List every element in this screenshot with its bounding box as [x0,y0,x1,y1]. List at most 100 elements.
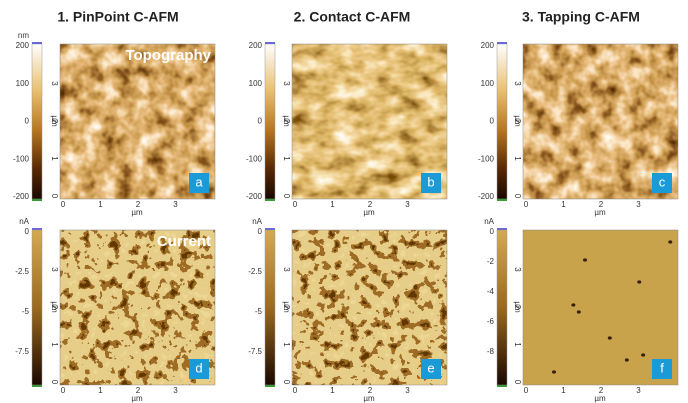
y-tick-label: 0 [282,380,291,385]
y-unit: µm [513,115,522,127]
x-unit: µm [363,208,375,217]
colorbar-tick-label: 0 [258,117,263,126]
colorbar-unit: nA [252,217,262,226]
colorbar-tick-label: -4 [487,287,495,296]
colorbar-tick-label: 100 [481,79,495,88]
overlay-label: Current [157,233,211,250]
figure: 1. PinPoint C-AFM 2. Contact C-AFM 3. Tapp… [0,0,688,403]
x-tick-label: 3 [405,386,410,395]
y-unit: µm [50,301,59,313]
colorbar-cap [265,199,275,201]
colorbar-cap [32,385,42,387]
colorbar-cap [32,199,42,201]
panel-label: b [427,174,434,189]
column-title: 1. PinPoint C-AFM [57,9,178,25]
colorbar-cap [265,228,275,230]
y-tick-label: 1 [282,342,291,347]
x-tick-label: 3 [636,200,641,209]
colorbar-tick-label: -200 [478,192,495,201]
colorbar-cap [32,228,42,230]
x-tick-label: 3 [173,386,178,395]
colorbar-tick-label: -100 [13,154,30,163]
y-tick-label: 1 [513,342,522,347]
colorbar-tick-label: -7.5 [248,347,262,356]
colorbar-cap [497,228,507,230]
x-tick-label: 0 [293,386,298,395]
colorbar-cap [265,42,275,44]
colorbar-tick-label: -2.5 [248,267,262,276]
x-tick-label: 0 [524,386,529,395]
defect [668,240,672,243]
colorbar [497,44,507,199]
x-unit: µm [594,208,606,217]
defect [637,280,641,283]
y-tick-label: 1 [513,156,522,161]
x-unit: µm [131,208,143,217]
x-tick-label: 1 [561,200,566,209]
defect [608,336,612,339]
y-tick-label: 1 [282,156,291,161]
colorbar-tick-label: -5 [22,307,30,316]
colorbar-tick-label: -6 [487,317,495,326]
x-tick-label: 0 [524,200,529,209]
colorbar-tick-label: -8 [487,347,495,356]
colorbar-tick-label: 0 [25,117,30,126]
y-tick-label: 3 [513,267,522,272]
panel-label: f [660,360,664,375]
x-unit: µm [363,394,375,403]
y-tick-label: 3 [50,81,59,86]
y-tick-label: 3 [282,267,291,272]
panel-label: e [427,360,434,375]
colorbar-tick-label: -2.5 [15,267,29,276]
colorbar-tick-label: -200 [13,192,30,201]
x-tick-label: 1 [98,200,103,209]
panel-label: c [659,174,666,189]
colorbar [32,44,42,199]
x-tick-label: 0 [61,200,66,209]
colorbar-tick-label: 200 [16,41,30,50]
colorbar-tick-label: -100 [246,154,263,163]
colorbar-unit: nA [484,217,494,226]
colorbar-cap [497,42,507,44]
panel-label: a [195,174,203,189]
y-tick-label: 3 [513,81,522,86]
colorbar-tick-label: 0 [25,227,30,236]
x-tick-label: 1 [330,200,335,209]
colorbar-cap [497,385,507,387]
y-tick-label: 1 [50,156,59,161]
y-tick-label: 0 [513,194,522,199]
x-unit: µm [131,394,143,403]
colorbar [32,230,42,385]
x-tick-label: 1 [330,386,335,395]
colorbar-tick-label: -5 [255,307,263,316]
colorbar-tick-label: 200 [481,41,495,50]
colorbar-tick-label: -7.5 [15,347,29,356]
x-tick-label: 3 [405,200,410,209]
column-title: 2. Contact C-AFM [294,9,411,25]
colorbar-tick-label: 0 [490,227,495,236]
colorbar-unit: nm [18,31,29,40]
y-tick-label: 0 [50,194,59,199]
colorbar-tick-label: 0 [490,117,495,126]
x-tick-label: 3 [173,200,178,209]
colorbar [265,230,275,385]
x-tick-label: 1 [561,386,566,395]
column-title: 3. Tapping C-AFM [522,9,640,25]
y-tick-label: 3 [50,267,59,272]
y-unit: µm [282,115,291,127]
y-unit: µm [282,301,291,313]
y-tick-label: 0 [513,380,522,385]
colorbar-cap [32,42,42,44]
colorbar-unit: nA [19,217,29,226]
overlay-label: Topography [125,47,211,64]
y-unit: µm [50,115,59,127]
y-unit: µm [513,301,522,313]
colorbar-tick-label: -200 [246,192,263,201]
defect [552,370,556,373]
y-tick-label: 3 [282,81,291,86]
defect [583,258,587,261]
defect [641,353,645,356]
colorbar-cap [265,385,275,387]
y-tick-label: 0 [282,194,291,199]
x-unit: µm [594,394,606,403]
